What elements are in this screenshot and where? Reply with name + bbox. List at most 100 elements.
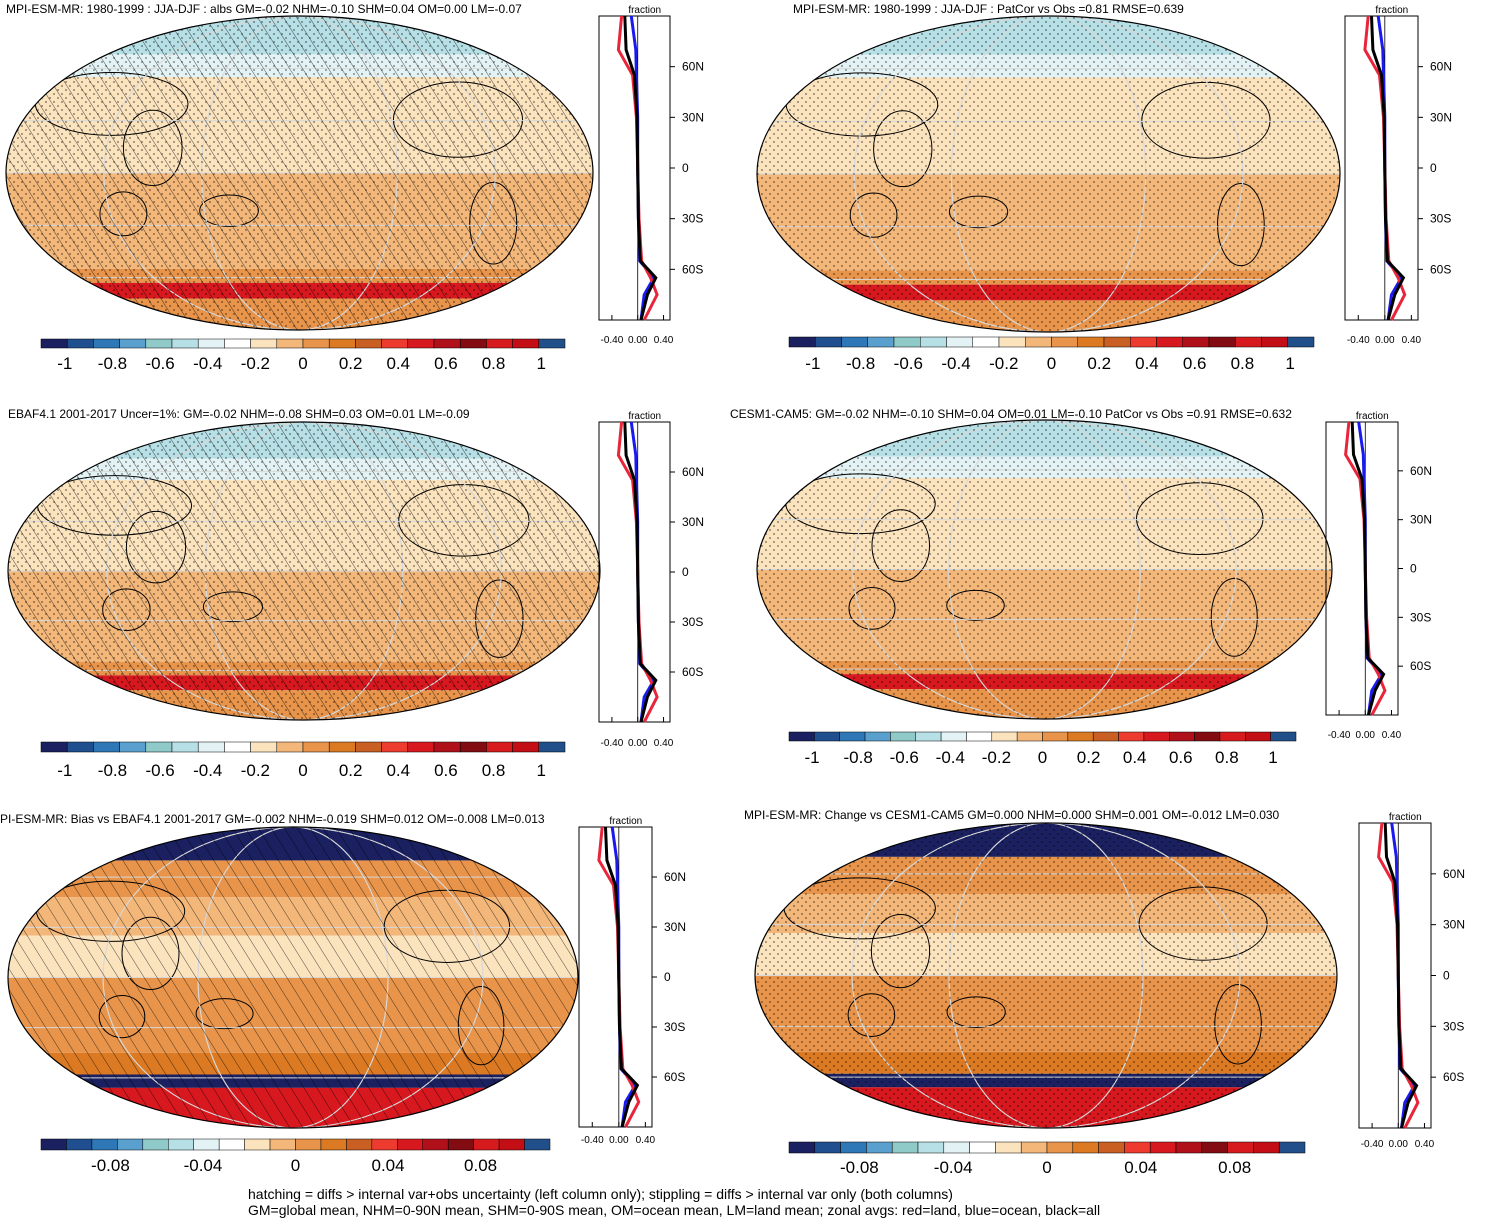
- map-field: [8, 827, 578, 1128]
- colorbar-swatch: [486, 741, 513, 753]
- colorbar-swatch: [142, 1138, 169, 1151]
- profile-y-tick-label: 30S: [664, 1020, 685, 1034]
- colorbar-swatch: [66, 1138, 93, 1151]
- profile-y-tick-label: 0: [682, 161, 689, 175]
- colorbar-tick-label: -1: [57, 354, 72, 373]
- colorbar-tick-label: -0.2: [241, 354, 270, 373]
- panel-title: CESM1-CAM5: GM=-0.02 NHM=-0.10 SHM=0.04 …: [730, 407, 1292, 421]
- colorbar-swatch: [447, 1138, 474, 1151]
- colorbar-swatch: [473, 1138, 500, 1151]
- colorbar-swatch: [864, 731, 891, 742]
- profile-x-label: fraction: [628, 5, 661, 16]
- colorbar-swatch: [381, 741, 409, 753]
- profile-y-tick-label: 30S: [1410, 610, 1431, 624]
- colorbar-swatch: [1278, 1141, 1306, 1154]
- colorbar-swatch: [1092, 731, 1119, 742]
- colorbar-tick-label: 0.4: [386, 761, 410, 780]
- colorbar-swatch: [920, 336, 947, 348]
- colorbar-swatch: [40, 1138, 67, 1151]
- profile-y-tick-label: 30N: [1410, 513, 1432, 527]
- colorbar-swatch: [1020, 1141, 1048, 1154]
- colorbar-swatch: [459, 741, 487, 753]
- colorbar-swatch: [814, 1141, 841, 1154]
- profile-y-tick-label: 30N: [1430, 110, 1452, 124]
- map-field: [6, 16, 593, 330]
- colorbar-swatch: [171, 338, 199, 349]
- hatching: [6, 16, 593, 330]
- panel-p6: MPI-ESM-MR: Change vs CESM1-CAM5 GM=0.00…: [744, 808, 1465, 1177]
- colorbar-tick-label: 0.6: [1169, 748, 1193, 767]
- map-field: [755, 823, 1337, 1128]
- colorbar-tick-label: 0.2: [339, 354, 363, 373]
- colorbar-tick-label: -0.2: [982, 748, 1011, 767]
- colorbar-swatch: [966, 731, 993, 742]
- colorbar-tick-label: 0.4: [1135, 354, 1159, 373]
- profile-line-ocean: [629, 15, 656, 321]
- colorbar-tick-label: -1: [57, 761, 72, 780]
- profile-x-tick-label: 0.40: [1415, 1139, 1435, 1150]
- profile-x-tick-label: 0.00: [1375, 335, 1395, 346]
- panel-p4: CESM1-CAM5: GM=-0.02 NHM=-0.10 SHM=0.04 …: [730, 407, 1432, 767]
- colorbar-tick-label: -0.6: [894, 354, 923, 373]
- colorbar-swatch: [867, 336, 895, 348]
- colorbar-swatch: [788, 1141, 816, 1154]
- colorbar-swatch: [145, 741, 173, 753]
- colorbar-tick-label: -0.8: [846, 354, 875, 373]
- colorbar-swatch: [1098, 1141, 1125, 1154]
- colorbar-swatch: [788, 731, 815, 742]
- colorbar-swatch: [302, 741, 330, 753]
- colorbar-tick-label: 0: [291, 1156, 300, 1175]
- map-field: [8, 422, 600, 720]
- colorbar-swatch: [1149, 1141, 1177, 1154]
- colorbar-swatch: [168, 1138, 194, 1151]
- profile-x-tick-label: 0.40: [654, 738, 674, 749]
- colorbar-swatch: [328, 338, 356, 349]
- panel-title: MPI-ESM-MR: Change vs CESM1-CAM5 GM=0.00…: [744, 808, 1280, 822]
- profile-y-tick-label: 60S: [1443, 1070, 1464, 1084]
- colorbar-swatch: [969, 1141, 996, 1154]
- colorbar-tick-label: -0.8: [843, 748, 872, 767]
- stippling: [755, 823, 1337, 1128]
- profile-x-tick-label: 0.00: [1389, 1139, 1409, 1150]
- colorbar-tick-label: -0.8: [98, 761, 127, 780]
- hatching: [8, 422, 600, 720]
- profile-frame: [598, 421, 671, 723]
- colorbar-swatch: [915, 731, 942, 742]
- colorbar-tick-label: -0.2: [241, 761, 270, 780]
- colorbar-swatch: [197, 741, 225, 753]
- colorbar-tick-label: 0.6: [434, 354, 458, 373]
- colorbar-swatch: [320, 1138, 347, 1151]
- colorbar-tick-label: 0: [1038, 748, 1047, 767]
- colorbar-swatch: [66, 338, 94, 349]
- profile-x-tick-label: 0.40: [636, 1135, 656, 1146]
- colorbar-tick-label: -0.6: [145, 761, 174, 780]
- profile-x-tick-label: 0.00: [628, 335, 648, 346]
- panel-p5: PI-ESM-MR: Bias vs EBAF4.1 2001-2017 GM=…: [0, 812, 686, 1175]
- profile-y-tick-label: 0: [682, 565, 689, 579]
- profile-y-tick-label: 60N: [664, 870, 686, 884]
- colorbar-tick-label: 0.08: [464, 1156, 497, 1175]
- profile-y-tick-label: 30N: [682, 515, 704, 529]
- stippling: [757, 420, 1332, 719]
- profile-x-tick-label: 0.00: [609, 1135, 629, 1146]
- colorbar-swatch: [1051, 336, 1078, 348]
- colorbar-swatch: [995, 1141, 1022, 1154]
- colorbar-swatch: [512, 338, 540, 349]
- colorbar-tick-label: -1: [804, 748, 819, 767]
- colorbar-swatch: [524, 1138, 551, 1151]
- colorbar-swatch: [1130, 336, 1157, 348]
- profile-y-tick-label: 60S: [664, 1070, 685, 1084]
- colorbar-swatch: [433, 338, 461, 349]
- colorbar-tick-label: -0.04: [934, 1158, 973, 1177]
- map-field: [757, 420, 1332, 719]
- hatching: [8, 827, 578, 1128]
- colorbar-swatch: [940, 731, 967, 742]
- colorbar-tick-label: 0.6: [434, 761, 458, 780]
- profile-y-tick-label: 30N: [682, 110, 704, 124]
- colorbar-swatch: [119, 338, 147, 349]
- colorbar-swatch: [224, 741, 251, 753]
- profile-line-all: [1350, 421, 1386, 716]
- footer-note-2: GM=global mean, NHM=0-90N mean, SHM=0-90…: [248, 1202, 1101, 1218]
- colorbar-swatch: [814, 731, 840, 742]
- profile-y-tick-label: 60S: [1410, 659, 1431, 673]
